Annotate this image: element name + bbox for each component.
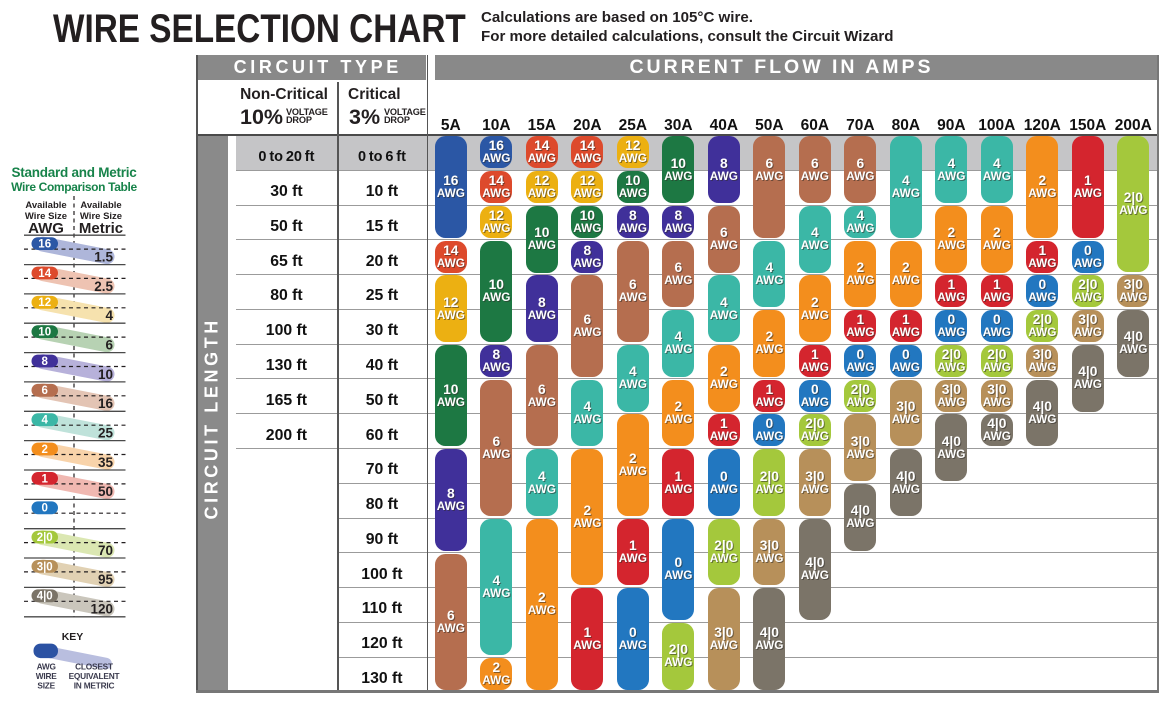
svg-text:1: 1 [41, 473, 48, 485]
svg-text:95: 95 [98, 572, 114, 587]
svg-text:Metric: Metric [79, 220, 123, 237]
svg-text:6: 6 [41, 385, 47, 397]
svg-text:12: 12 [38, 297, 51, 309]
svg-text:EQUIVALENT: EQUIVALENT [69, 671, 120, 681]
svg-text:2: 2 [41, 444, 47, 456]
svg-text:70: 70 [98, 543, 113, 558]
svg-text:KEY: KEY [62, 631, 84, 643]
svg-text:1.5: 1.5 [94, 249, 113, 264]
svg-text:6: 6 [105, 337, 113, 352]
svg-text:25: 25 [98, 426, 114, 441]
svg-text:16: 16 [38, 239, 51, 251]
svg-text:120: 120 [90, 602, 113, 617]
svg-text:Available: Available [25, 200, 66, 211]
svg-text:Wire Comparison Table: Wire Comparison Table [11, 180, 137, 194]
svg-text:0: 0 [41, 503, 47, 515]
svg-text:14: 14 [38, 268, 51, 280]
svg-text:SIZE: SIZE [37, 681, 55, 691]
svg-text:4|0: 4|0 [37, 591, 53, 603]
svg-text:Standard and Metric: Standard and Metric [11, 165, 137, 180]
svg-text:Wire Size: Wire Size [25, 211, 67, 222]
svg-text:Wire Size: Wire Size [80, 211, 122, 222]
svg-text:4: 4 [41, 415, 48, 427]
svg-text:2.5: 2.5 [94, 279, 113, 294]
svg-text:2|0: 2|0 [37, 532, 53, 544]
svg-text:Available: Available [80, 200, 121, 211]
svg-text:10: 10 [38, 327, 51, 339]
svg-text:CLOSEST: CLOSEST [75, 662, 113, 672]
svg-text:50: 50 [98, 484, 113, 499]
svg-text:10: 10 [98, 367, 113, 382]
svg-text:8: 8 [41, 356, 48, 368]
svg-text:3|0: 3|0 [37, 561, 53, 573]
svg-text:WIRE: WIRE [36, 671, 58, 681]
svg-text:16: 16 [98, 396, 114, 411]
svg-text:35: 35 [98, 455, 114, 470]
svg-text:AWG: AWG [37, 662, 56, 672]
svg-text:4: 4 [105, 308, 113, 323]
svg-text:IN METRIC: IN METRIC [74, 681, 115, 691]
svg-text:AWG: AWG [28, 220, 64, 237]
